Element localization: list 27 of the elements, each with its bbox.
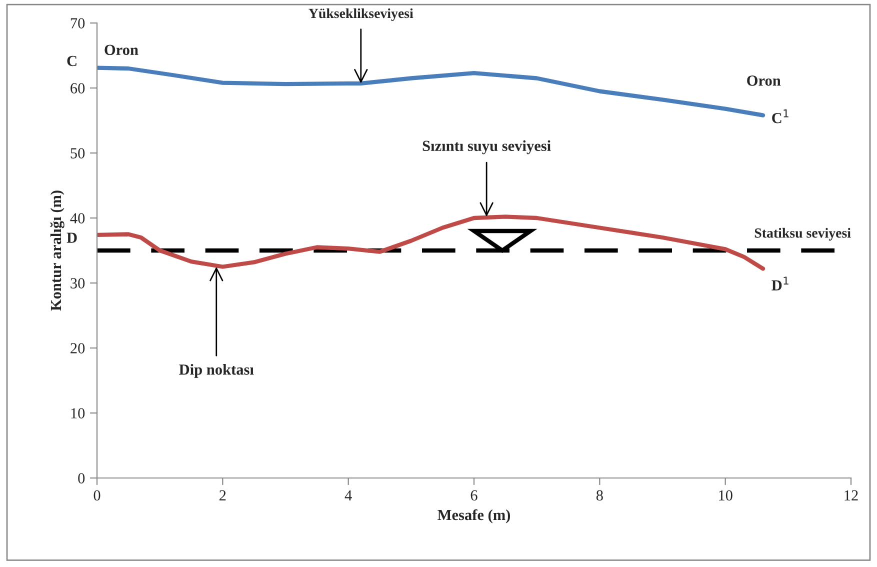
y-tick-label: 70 <box>70 18 85 28</box>
x-tick-label: 4 <box>344 490 352 500</box>
y-tick-label: 50 <box>70 148 85 158</box>
annotation: C$^{1}$ <box>772 109 788 124</box>
y-tick-label: 40 <box>70 213 85 224</box>
y-tick-label: 30 <box>70 278 85 288</box>
x-tick-label: 8 <box>596 490 603 501</box>
annotation: Dip noktası <box>179 364 254 378</box>
y-axis-title: Kontur aralığı (m) <box>50 190 64 311</box>
annotation: Oron <box>104 44 138 56</box>
ref-line-label: Statiksu seviyesi <box>754 228 851 241</box>
y-tick-label: 0 <box>78 473 85 484</box>
y-tick-label: 60 <box>70 83 85 94</box>
y-tick-label: 10 <box>71 408 85 418</box>
annotation: Sızıntı suyu seviyesi <box>422 140 551 154</box>
annotation: Oron <box>747 76 781 86</box>
annotation: D <box>66 232 77 243</box>
x-axis-title: Mesafe (m) <box>438 509 510 524</box>
x-tick-label: 10 <box>719 490 732 501</box>
annotation: Yükseklikseviyesi <box>308 8 414 21</box>
x-tick-label: 0 <box>94 490 100 501</box>
x-tick-label: 2 <box>220 490 226 500</box>
y-tick-label: 20 <box>70 343 85 354</box>
annotation: D$^{1}$ <box>772 276 788 290</box>
x-tick-label: 6 <box>470 490 478 501</box>
x-tick-label: 12 <box>844 490 858 500</box>
annotation: C <box>67 56 76 66</box>
